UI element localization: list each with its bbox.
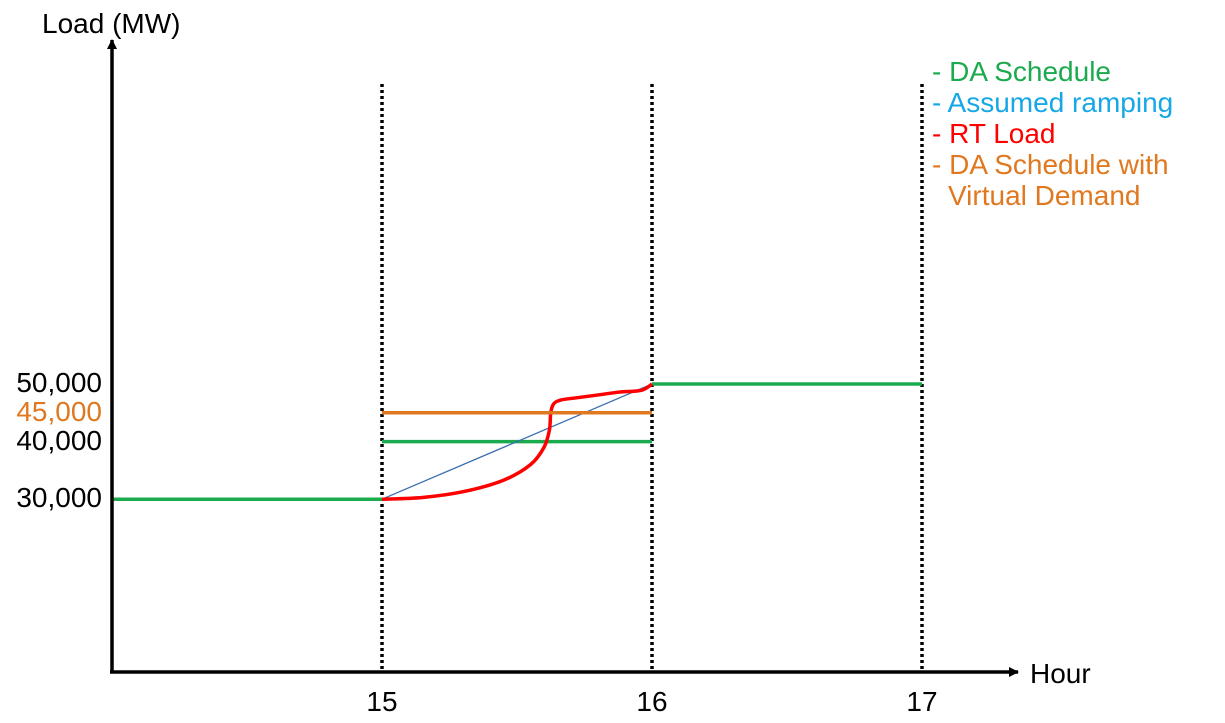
legend-item-4-line-2: Virtual Demand <box>948 180 1141 211</box>
legend-item-3: - RT Load <box>932 118 1056 149</box>
y-tick-label-30000: 30,000 <box>16 482 102 514</box>
y-tick-label-50000: 50,000 <box>16 367 102 398</box>
y-axis-title: Load (MW) <box>42 8 181 39</box>
legend: - DA Schedule - Assumed ramping - RT Load -… <box>932 56 1173 211</box>
series-assumed-ramping-segment-1 <box>381 383 653 500</box>
y-tick-label-45000: 45,000 <box>16 395 102 427</box>
x-tick-label-17: 17 <box>906 686 938 717</box>
legend-item-4: - DA Schedule with <box>932 149 1169 180</box>
y-tick-label-40000: 40,000 <box>16 424 102 456</box>
x-axis-title: Hour <box>1030 658 1091 689</box>
x-tick-label-16: 16 <box>636 686 668 717</box>
x-tick-label-15: 15 <box>366 686 398 717</box>
legend-item-1: - DA Schedule <box>932 56 1111 87</box>
legend-item-2: - Assumed ramping <box>932 87 1174 118</box>
